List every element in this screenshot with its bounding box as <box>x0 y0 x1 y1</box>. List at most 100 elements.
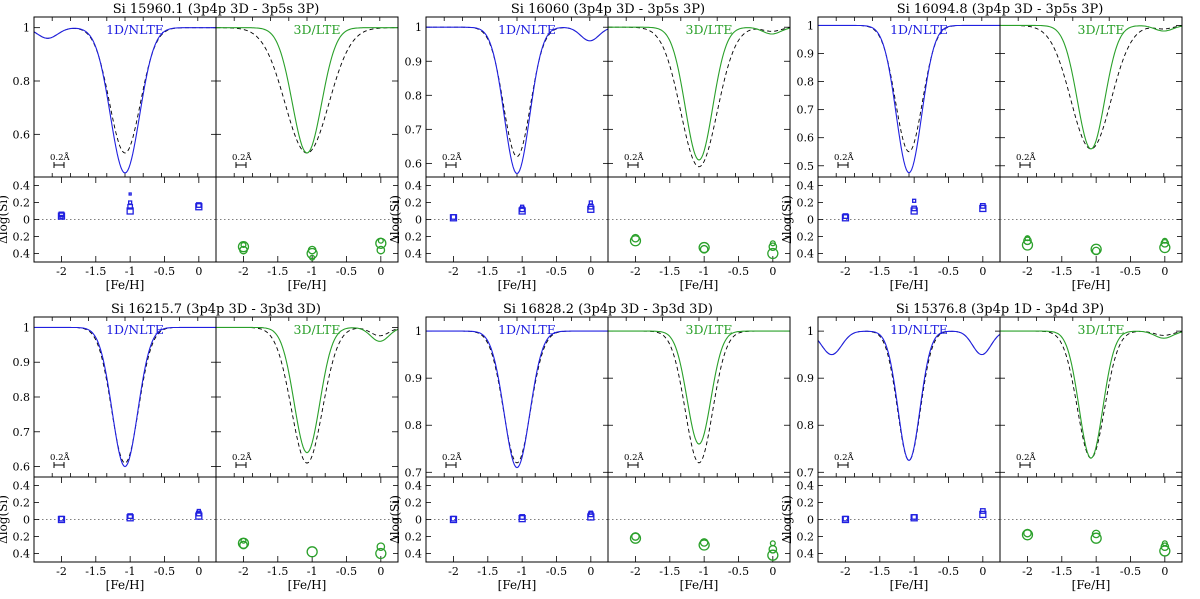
lte3d-tag: 3D/LTE <box>1078 22 1125 37</box>
lte3d-point <box>240 241 247 249</box>
dlog-y-tick-label: 0.2 <box>797 531 815 544</box>
feh-xlabel: [Fe/H] <box>1072 278 1111 292</box>
dlog-y-tick-label: 0 <box>415 514 422 527</box>
dlog-y-tick-label: 0.4 <box>797 248 815 261</box>
dlog-y-tick-label: 0 <box>23 514 30 527</box>
y-tick-label: 0.8 <box>405 89 423 102</box>
panel-6: Si 15376.8 (3p4p 1D - 3p4d 3P) 1 0.9 0.8 0.7… <box>780 302 1183 592</box>
lte3d-point <box>1023 236 1032 246</box>
lte3d-point <box>239 540 248 550</box>
nlte-point <box>127 513 134 519</box>
y-tick-label: 0.7 <box>405 466 423 479</box>
lte3d-point <box>767 247 779 260</box>
lte3d-point <box>767 549 779 561</box>
dlog-ylabel: Δlog(Si) <box>780 195 794 244</box>
scale-label: 0.2Å <box>442 451 463 463</box>
dlog-y-tick-label: 0.4 <box>13 248 31 261</box>
feh-tick-label: -1 <box>1091 565 1102 578</box>
lte3d-point <box>631 532 640 541</box>
lte3d-point <box>376 542 386 552</box>
feh-tick-label: -2 <box>238 265 249 278</box>
feh-tick-label: -1 <box>699 265 710 278</box>
lte3d-point <box>377 237 384 244</box>
feh-tick-label: -1.5 <box>659 565 680 578</box>
feh-tick-label: 0 <box>587 565 594 578</box>
feh-tick-label: 0 <box>377 265 384 278</box>
feh-xlabel: [Fe/H] <box>288 278 327 292</box>
lte3d-tag: 3D/LTE <box>294 322 341 337</box>
nlte-curve <box>426 26 609 175</box>
y-tick-label: 0.7 <box>797 466 815 479</box>
nlte-point <box>587 511 594 518</box>
nlte-tag: 1D/NLTE <box>106 322 164 337</box>
feh-xlabel: [Fe/H] <box>106 278 145 292</box>
nlte-point <box>518 515 526 523</box>
y-tick-label: 0.5 <box>797 160 815 173</box>
nlte-reference-curve <box>818 24 1000 153</box>
dlog-y-tick-label: 0.2 <box>405 531 423 544</box>
lte3d-point <box>699 244 709 254</box>
y-tick-label: 0.6 <box>797 132 815 145</box>
feh-tick-label: -1.5 <box>869 565 890 578</box>
nlte-reference-curve <box>426 330 608 464</box>
dlog-frame-left <box>817 176 1001 263</box>
feh-tick-label: 0 <box>1161 265 1168 278</box>
nlte-point <box>912 198 917 203</box>
feh-tick-label: -0.5 <box>728 565 749 578</box>
nlte-point <box>450 515 457 522</box>
nlte-point <box>128 200 133 205</box>
feh-tick-label: -2 <box>840 565 851 578</box>
y-tick-label: 1 <box>23 321 30 334</box>
panel-title: Si 15960.1 (3p4p 3D - 3p5s 3P) <box>113 2 320 17</box>
dlog-y-tick-label: 0.2 <box>405 497 423 510</box>
lte3d-tag: 3D/LTE <box>294 22 341 37</box>
dlog-y-tick-label: 0.2 <box>405 197 423 210</box>
lte3d-tag: 3D/LTE <box>1078 322 1125 337</box>
lte3d-tag: 3D/LTE <box>686 22 733 37</box>
nlte-point <box>520 204 525 209</box>
dlog-ylabel: Δlog(Si) <box>388 195 402 244</box>
dlog-y-tick-label: 0.2 <box>13 531 31 544</box>
nlte-point <box>979 202 986 209</box>
dlog-y-tick-label: 0.2 <box>797 231 815 244</box>
feh-tick-label: 0 <box>769 265 776 278</box>
dlog-y-tick-label: 0.2 <box>797 197 815 210</box>
feh-tick-label: -0.5 <box>938 265 959 278</box>
lte3d-curve <box>608 26 791 161</box>
nlte-tag: 1D/NLTE <box>498 322 556 337</box>
y-tick-label: 0.6 <box>13 128 31 141</box>
nlte-curve <box>818 24 1000 174</box>
lte3d-reference-curve <box>1000 24 1183 150</box>
y-tick-label: 0.8 <box>13 391 31 404</box>
y-tick-label: 1 <box>807 19 814 32</box>
nlte-point <box>519 514 526 520</box>
panel-4: Si 16215.7 (3p4p 3D - 3p3d 3D) 1 0.9 0.8 0.7… <box>0 302 399 592</box>
panel-title: Si 16094.8 (3p4p 3D - 3p5s 3P) <box>897 2 1104 17</box>
dlog-ylabel: Δlog(Si) <box>0 195 10 244</box>
nlte-point <box>59 214 64 220</box>
lte3d-curve <box>608 330 790 445</box>
feh-tick-label: -2 <box>448 565 459 578</box>
feh-tick-label: -1.5 <box>267 265 288 278</box>
nlte-point <box>910 207 918 215</box>
y-tick-label: 0.9 <box>405 372 423 385</box>
scale-label: 0.2Å <box>442 151 463 163</box>
lte3d-point <box>1090 532 1102 544</box>
feh-tick-label: -1.5 <box>477 265 498 278</box>
lte3d-reference-curve <box>608 26 791 168</box>
lte3d-tag: 3D/LTE <box>686 322 733 337</box>
feh-tick-label: -2 <box>1022 265 1033 278</box>
scale-label: 0.2Å <box>834 151 855 163</box>
dlog-y-tick-label: 0.4 <box>797 548 815 561</box>
y-tick-label: 0.7 <box>797 104 815 117</box>
nlte-point <box>588 200 593 205</box>
dlog-ylabel: Δlog(Si) <box>780 495 794 544</box>
feh-xlabel: [Fe/H] <box>288 578 327 592</box>
lte3d-curve <box>1000 24 1183 150</box>
nlte-tag: 1D/NLTE <box>890 322 948 337</box>
dlog-y-tick-label: 0.4 <box>405 248 423 261</box>
lte3d-curve <box>216 27 398 154</box>
dlog-frame-right <box>607 476 791 563</box>
nlte-reference-curve <box>817 330 1001 462</box>
